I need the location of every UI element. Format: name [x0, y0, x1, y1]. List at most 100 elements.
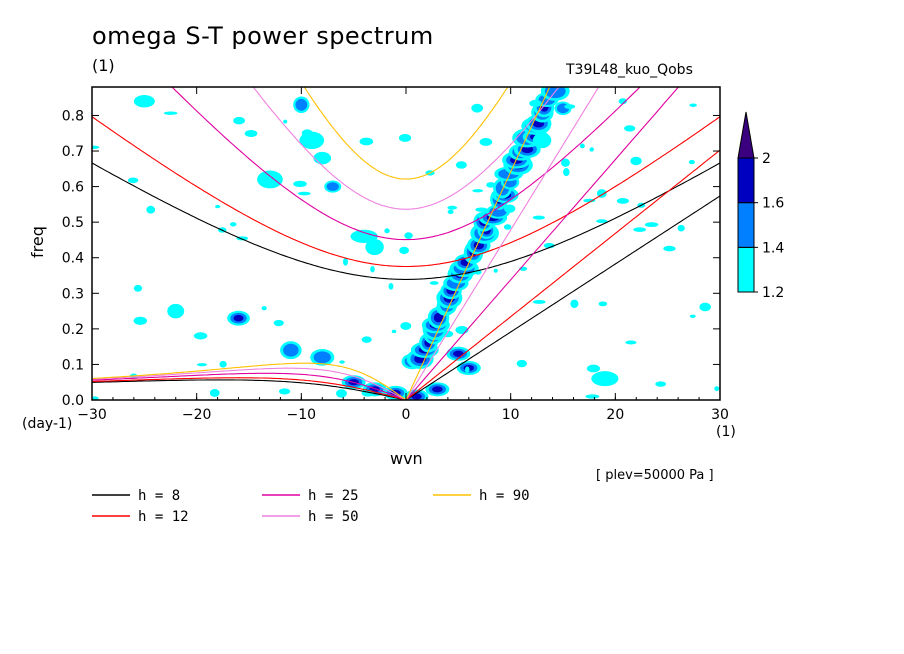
shade-speck: [391, 329, 397, 334]
ig-curve-12: [92, 116, 720, 268]
shade-speck: [570, 299, 579, 309]
shade-speck: [404, 232, 413, 240]
shade-speck: [293, 180, 307, 188]
shade-speck: [215, 204, 221, 209]
shade-speck: [677, 224, 685, 232]
shade-blob: [591, 371, 619, 387]
shade-blob: [313, 151, 332, 165]
shade-blob: [295, 98, 308, 111]
shade-speck: [516, 359, 527, 368]
shade-blob: [257, 170, 283, 189]
shade-speck: [564, 104, 576, 109]
shade-speck: [429, 281, 439, 285]
shade-blob: [432, 386, 443, 393]
shade-speck: [618, 98, 627, 105]
shade-speck: [688, 159, 695, 165]
shade-speck: [503, 224, 512, 230]
shade-speck: [196, 363, 208, 367]
rossby-curve-50: [92, 367, 407, 400]
shade-speck: [479, 138, 493, 146]
shade-speck: [336, 389, 347, 398]
shade-speck: [342, 257, 348, 266]
colorbar-label: 1.4: [762, 240, 784, 256]
axes: −30 −20 −10 0 10 20 30 0.0 0.1 0.2 0.3 0.4 0.5 0.6 0.7…: [62, 87, 729, 423]
shade-speck: [370, 266, 375, 273]
shade-blob: [133, 95, 155, 108]
ig-curve-50: [252, 87, 560, 210]
shade-speck: [455, 161, 467, 169]
y-tick-label: 0.6: [62, 180, 84, 196]
shade-speck: [532, 299, 546, 304]
shade-speck: [585, 394, 600, 399]
x-axis-label: wvn: [390, 449, 423, 468]
shade-blob: [313, 351, 331, 364]
shade-blob: [521, 145, 534, 154]
shade-speck: [398, 134, 412, 142]
y-tick-label: 0.1: [62, 357, 84, 373]
shade-speck: [504, 204, 516, 213]
rossby-curve-25: [92, 372, 407, 400]
shade-speck: [624, 125, 636, 132]
shade-speck: [616, 198, 629, 204]
y-tick-label: 0.0: [62, 393, 84, 409]
shade-speck: [699, 302, 711, 312]
shade-speck: [92, 396, 99, 400]
shade-blob: [167, 303, 185, 319]
shade-blob: [326, 182, 339, 191]
shade-speck: [244, 129, 258, 138]
shade-speck: [339, 360, 345, 364]
chart-title: omega S-T power spectrum: [92, 22, 434, 50]
x-tick-label: 0: [402, 407, 411, 423]
legend-label: h = 90: [479, 488, 530, 504]
shade-speck: [193, 332, 208, 340]
x-tick-label: −20: [182, 407, 212, 423]
shade-speck: [146, 205, 156, 214]
shade-blob: [544, 87, 566, 99]
shade-speck: [465, 366, 470, 374]
x-tick-label: 10: [502, 407, 520, 423]
shade-speck: [493, 268, 498, 273]
legend-label: h = 8: [138, 488, 180, 504]
shade-blob: [283, 343, 299, 357]
shade-speck: [655, 381, 667, 387]
plot-frame: [91, 86, 721, 401]
power-shading: [92, 87, 720, 400]
shade-speck: [361, 336, 372, 343]
shade-speck: [209, 389, 220, 397]
shade-speck: [92, 145, 100, 149]
kelvin-curve-90: [405, 87, 551, 400]
shade-speck: [278, 388, 291, 395]
legend-label: h = 12: [138, 509, 189, 525]
rossby-curve-8: [92, 379, 407, 400]
shade-speck: [261, 306, 267, 311]
ig-curve-8: [92, 162, 720, 280]
colorbar-segment: [737, 157, 755, 204]
shade-speck: [529, 99, 542, 107]
x-tick-label: −10: [287, 407, 317, 423]
shade-speck: [127, 177, 139, 184]
shade-speck: [399, 246, 409, 255]
shade-speck: [233, 116, 245, 125]
shade-speck: [633, 227, 647, 232]
y-tick-label: 0.5: [62, 215, 84, 231]
shade-speck: [532, 215, 545, 220]
shade-speck: [471, 103, 484, 113]
shade-blob: [233, 314, 244, 322]
shade-speck: [689, 314, 696, 318]
shade-speck: [714, 386, 720, 392]
y-tick-label: 0.4: [62, 251, 84, 267]
kelvin-curve-8: [405, 195, 720, 400]
x-tick-label: 30: [711, 407, 729, 423]
y-tick-label: 0.2: [62, 322, 84, 338]
colorbar-label: 2: [762, 151, 771, 167]
shade-speck: [663, 245, 676, 252]
x-axis-unit: (1): [716, 424, 736, 440]
shade-speck: [447, 209, 454, 215]
shade-speck: [297, 191, 311, 196]
shade-speck: [583, 198, 596, 203]
shade-speck: [447, 205, 458, 210]
shade-speck: [625, 340, 637, 345]
shade-speck: [283, 119, 288, 124]
y-tick-label: 0.8: [62, 108, 84, 124]
